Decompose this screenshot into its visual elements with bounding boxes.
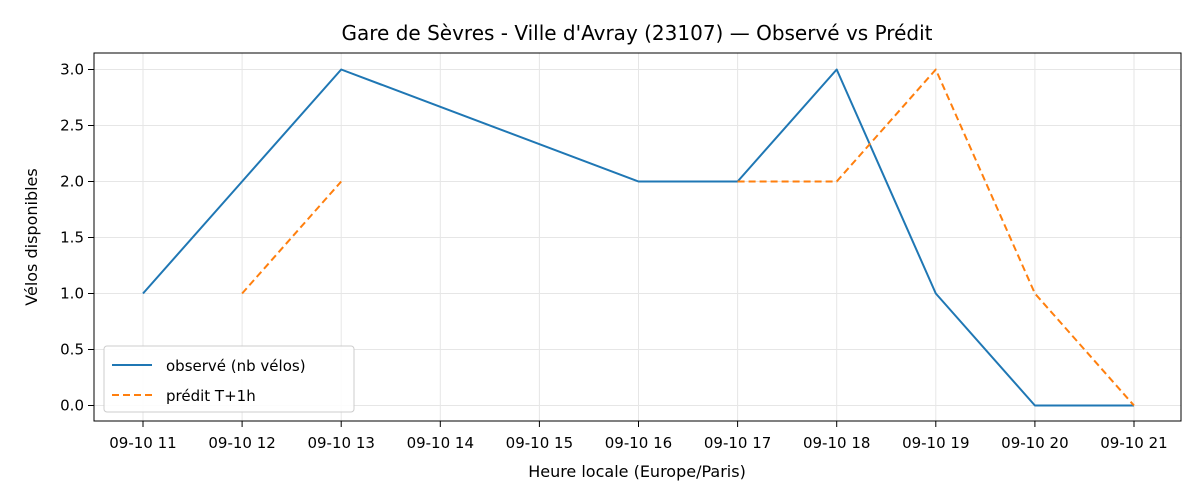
x-tick-label: 09-10 19 [902, 434, 969, 452]
legend-label-observed: observé (nb vélos) [166, 357, 306, 375]
y-tick-label: 0.5 [60, 341, 84, 359]
y-tick-label: 0.0 [60, 397, 84, 415]
x-tick-label: 09-10 18 [803, 434, 870, 452]
y-tick-label: 2.5 [60, 117, 84, 135]
legend-frame [103, 345, 355, 413]
x-tick-label: 09-10 16 [605, 434, 672, 452]
chart-title: Gare de Sèvres - Ville d'Avray (23107) —… [342, 21, 933, 45]
x-tick-label: 09-10 13 [307, 434, 374, 452]
y-tick-label: 1.0 [60, 285, 84, 303]
x-tick-label: 09-10 12 [208, 434, 275, 452]
axis-ticks: 09-10 11 09-10 12 09-10 13 09-10 14 09-10 15… [60, 61, 1168, 453]
x-tick-label: 09-10 14 [407, 434, 474, 452]
x-tick-label: 09-10 15 [506, 434, 573, 452]
y-tick-label: 3.0 [60, 61, 84, 79]
predicted-series-segment [241, 180, 342, 295]
x-tick-label: 09-10 20 [1001, 434, 1068, 452]
y-tick-label: 2.0 [60, 173, 84, 191]
x-tick-label: 09-10 21 [1100, 434, 1167, 452]
plot-area-frame [93, 52, 1182, 422]
x-tick-label: 09-10 11 [109, 434, 176, 452]
y-tick-label: 1.5 [60, 229, 84, 247]
series-layer [142, 68, 1135, 407]
legend: observé (nb vélos) prédit T+1h [103, 345, 355, 413]
legend-label-predicted: prédit T+1h [166, 387, 256, 405]
grid [94, 53, 1181, 421]
x-tick-label: 09-10 17 [704, 434, 771, 452]
x-axis-label: Heure locale (Europe/Paris) [528, 462, 746, 481]
y-axis-label: Vélos disponibles [22, 168, 41, 305]
